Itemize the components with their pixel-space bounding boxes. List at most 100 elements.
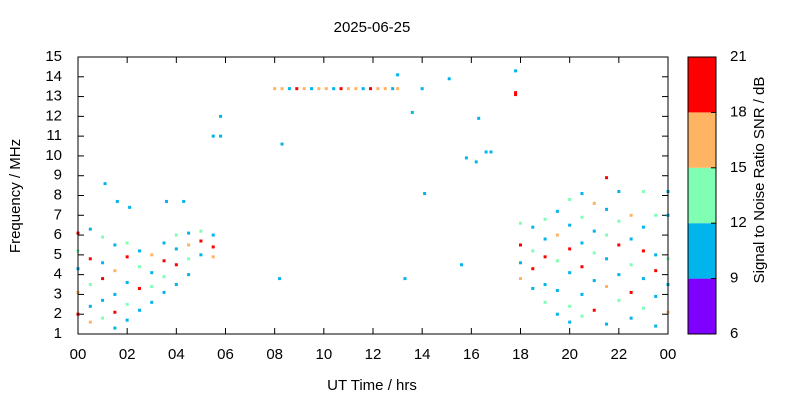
point	[641, 225, 645, 229]
point	[317, 87, 321, 91]
point	[162, 259, 166, 263]
y-tick-label: 11	[46, 127, 62, 144]
point	[174, 233, 178, 237]
point	[278, 277, 282, 281]
point	[182, 199, 186, 203]
point	[654, 213, 658, 217]
point	[187, 243, 191, 247]
point	[383, 87, 387, 91]
colorbar-tick-label: 12	[730, 214, 747, 231]
point	[568, 223, 572, 227]
point	[514, 69, 518, 73]
point	[113, 326, 117, 330]
point	[519, 261, 522, 265]
y-tick-label: 5	[54, 246, 62, 263]
point	[113, 269, 117, 273]
point	[125, 302, 129, 306]
point	[519, 221, 522, 225]
point	[543, 217, 547, 221]
point	[410, 110, 414, 114]
y-tick-label: 6	[54, 226, 62, 243]
point	[629, 263, 633, 267]
y-tick-label: 1	[54, 325, 62, 342]
point	[629, 316, 633, 320]
point	[654, 269, 658, 273]
point	[617, 243, 621, 247]
point	[474, 160, 478, 164]
point	[339, 87, 343, 91]
point	[324, 87, 328, 91]
point	[531, 286, 535, 290]
point	[187, 257, 191, 261]
point	[641, 306, 645, 310]
point	[211, 245, 215, 249]
y-tick-label: 14	[45, 68, 62, 85]
point	[354, 87, 358, 91]
colorbar-tick-label: 21	[730, 48, 747, 65]
point	[88, 304, 92, 308]
colorbar-segment	[688, 167, 716, 224]
point	[568, 197, 572, 201]
point	[101, 277, 105, 281]
point	[580, 215, 584, 219]
point	[555, 233, 559, 237]
point	[113, 292, 117, 296]
point	[592, 251, 596, 255]
point	[617, 190, 621, 194]
colorbar-segment	[688, 278, 716, 334]
x-tick-label: 00	[660, 346, 677, 363]
point	[580, 292, 584, 296]
point	[125, 318, 129, 322]
point	[543, 283, 547, 287]
point	[211, 134, 215, 138]
point	[391, 87, 395, 91]
colorbar-tick-label: 18	[730, 103, 747, 120]
point	[103, 182, 107, 186]
point	[641, 249, 645, 253]
x-tick-label: 04	[168, 346, 185, 363]
point	[641, 277, 645, 281]
point	[162, 290, 166, 294]
colorbar-tick-label: 9	[730, 270, 738, 287]
colorbar-segment	[688, 112, 716, 168]
point	[287, 87, 291, 91]
y-tick-label: 3	[54, 285, 62, 302]
point	[580, 265, 584, 269]
colorbar-tick-label: 15	[730, 159, 747, 176]
point	[187, 273, 191, 277]
point	[125, 241, 129, 245]
point	[617, 298, 621, 302]
point	[580, 192, 584, 196]
point	[396, 73, 400, 77]
point	[88, 227, 92, 231]
point	[101, 298, 105, 302]
point	[88, 320, 92, 324]
point	[88, 257, 92, 261]
point	[420, 87, 424, 91]
point	[174, 247, 178, 251]
point	[273, 87, 277, 91]
x-tick-label: 18	[512, 346, 529, 363]
point	[629, 290, 633, 294]
point	[489, 150, 493, 154]
point	[150, 253, 154, 257]
point	[280, 142, 284, 146]
x-tick-label: 06	[217, 346, 234, 363]
point	[514, 93, 518, 97]
point	[543, 237, 547, 241]
point	[592, 201, 596, 205]
y-tick-label: 8	[54, 186, 62, 203]
point	[568, 320, 572, 324]
point	[211, 233, 215, 237]
point	[592, 229, 596, 233]
point	[460, 263, 463, 267]
point	[346, 87, 350, 91]
point	[310, 87, 314, 91]
point	[125, 281, 129, 285]
point	[605, 233, 609, 237]
point	[592, 308, 596, 312]
x-tick-label: 14	[414, 346, 431, 363]
point	[555, 209, 559, 213]
point	[580, 314, 584, 318]
point	[396, 87, 400, 91]
